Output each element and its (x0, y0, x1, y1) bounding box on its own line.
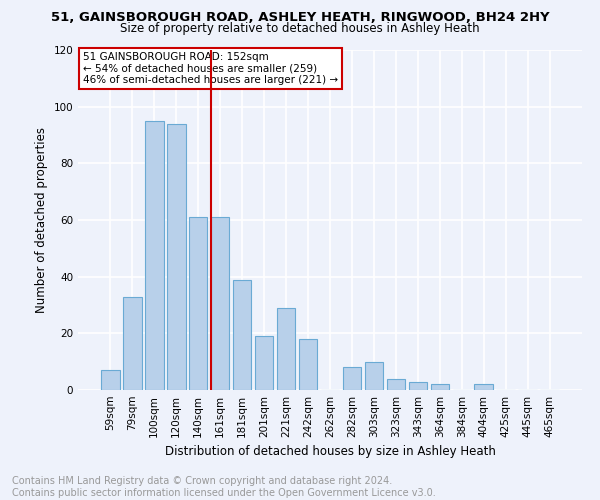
Bar (431, 384, 449, 390)
Bar (145, 121, 164, 390)
Bar (101, 370, 119, 390)
Bar (386, 378, 405, 390)
Y-axis label: Number of detached properties: Number of detached properties (35, 127, 48, 313)
Bar (365, 362, 383, 390)
Text: Size of property relative to detached houses in Ashley Heath: Size of property relative to detached ho… (120, 22, 480, 35)
Text: Contains HM Land Registry data © Crown copyright and database right 2024.
Contai: Contains HM Land Registry data © Crown c… (12, 476, 436, 498)
Bar (233, 280, 251, 390)
Bar (409, 382, 427, 390)
Bar (475, 384, 493, 390)
Text: 51 GAINSBOROUGH ROAD: 152sqm
← 54% of detached houses are smaller (259)
46% of s: 51 GAINSBOROUGH ROAD: 152sqm ← 54% of de… (83, 52, 338, 85)
Bar (167, 124, 185, 390)
Bar (277, 308, 295, 390)
Bar (343, 368, 361, 390)
X-axis label: Distribution of detached houses by size in Ashley Heath: Distribution of detached houses by size … (164, 446, 496, 458)
Text: 51, GAINSBOROUGH ROAD, ASHLEY HEATH, RINGWOOD, BH24 2HY: 51, GAINSBOROUGH ROAD, ASHLEY HEATH, RIN… (50, 11, 550, 24)
Bar (189, 217, 208, 390)
Bar (211, 217, 229, 390)
Bar (255, 336, 274, 390)
Bar (123, 296, 142, 390)
Bar (299, 339, 317, 390)
